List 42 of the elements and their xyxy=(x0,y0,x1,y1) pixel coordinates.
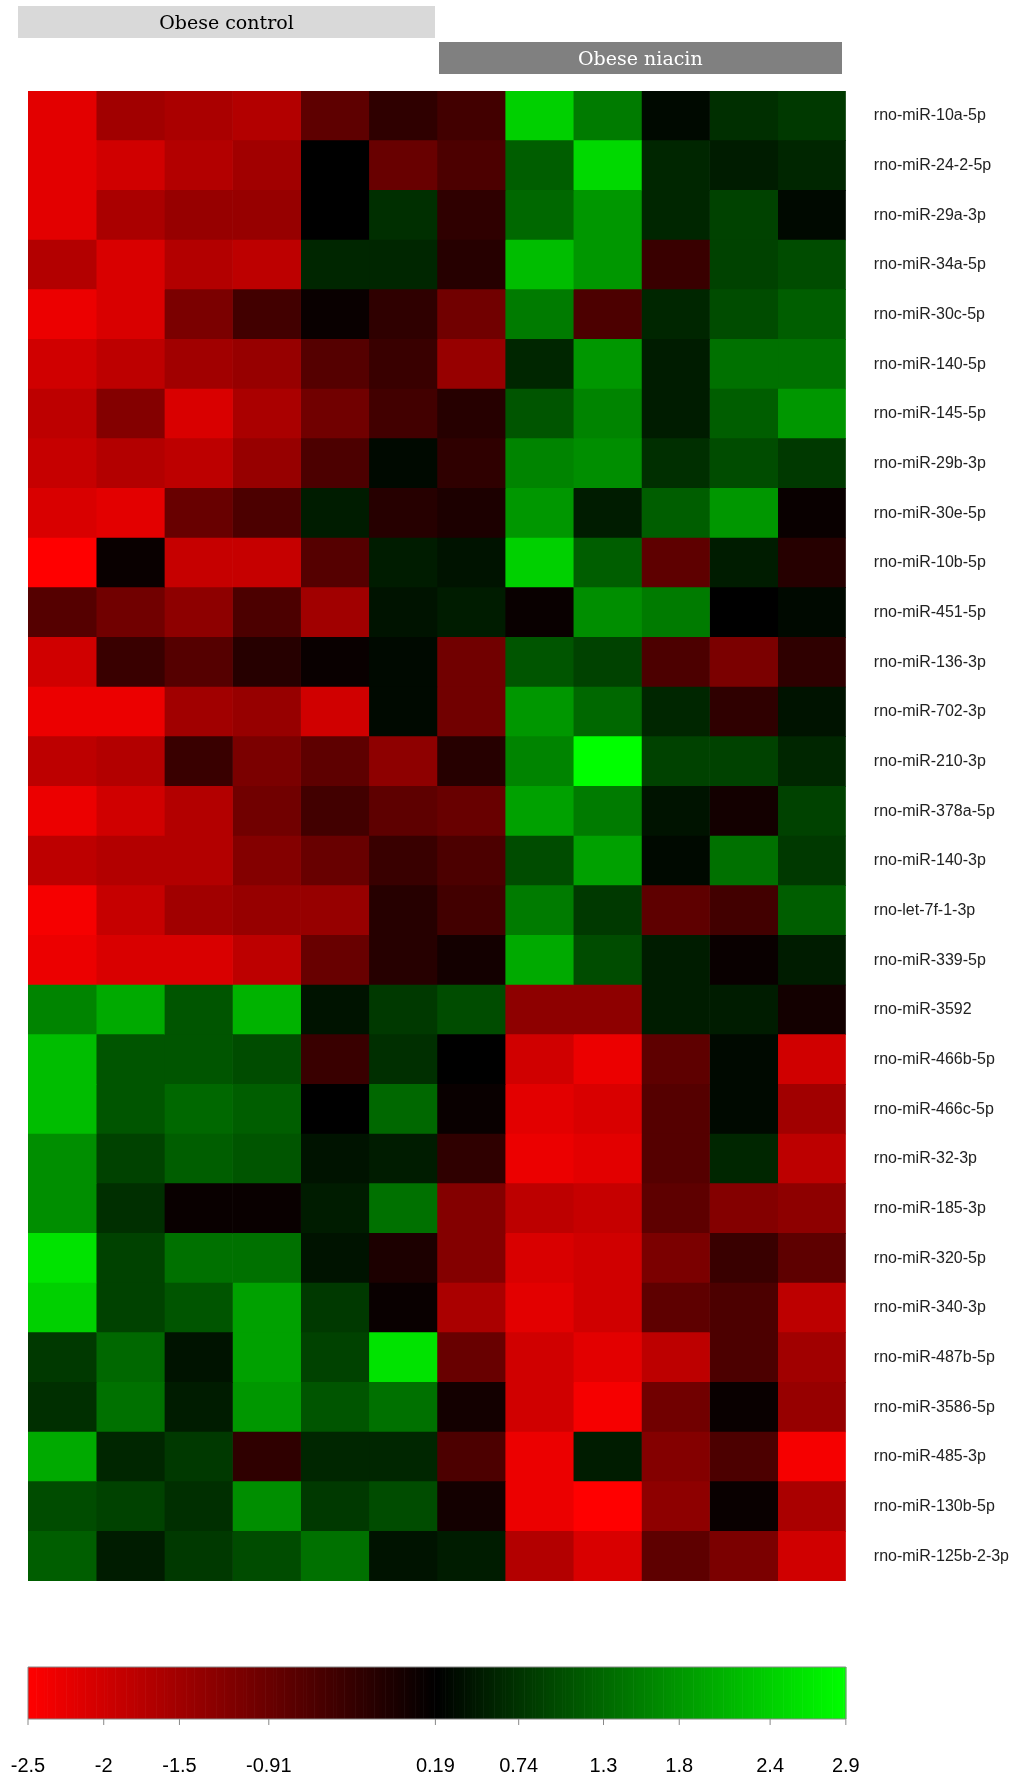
y-tick-label: rno-miR-24-2-5p xyxy=(873,155,992,173)
color-bar-label: 0.19 xyxy=(415,1753,455,1776)
y-tick-label: rno-miR-145-5p xyxy=(873,404,986,422)
y-tick-label: rno-miR-320-5p xyxy=(873,1248,986,1266)
y-tick-label: rno-miR-136-3p xyxy=(873,652,986,670)
y-tick-label: rno-miR-140-3p xyxy=(873,851,986,869)
y-tick-label: rno-miR-29a-3p xyxy=(873,205,986,223)
y-tick-label: rno-miR-485-3p xyxy=(873,1447,986,1465)
y-tick-label: rno-miR-30c-5p xyxy=(873,304,986,322)
y-tick-label: rno-miR-340-3p xyxy=(873,1298,986,1316)
y-tick-label: rno-miR-3586-5p xyxy=(873,1397,995,1415)
y-tick-label: rno-miR-10b-5p xyxy=(873,553,986,571)
y-tick-label: rno-miR-451-5p xyxy=(873,602,986,620)
color-bar-label: -2 xyxy=(94,1753,113,1776)
y-tick-label: rno-miR-466b-5p xyxy=(873,1049,995,1067)
color-bar-label: 2.4 xyxy=(756,1753,785,1776)
color-bar-label: -1.5 xyxy=(162,1753,197,1776)
y-tick-label: rno-miR-29b-3p xyxy=(873,453,986,471)
y-tick-label: rno-miR-10a-5p xyxy=(873,106,986,124)
y-tick-label: rno-miR-339-5p xyxy=(873,950,986,968)
color-bar-label: 1.8 xyxy=(665,1753,694,1776)
y-tick-label: rno-miR-30e-5p xyxy=(873,503,986,521)
y-tick-label: rno-miR-34a-5p xyxy=(873,255,986,273)
color-bar-label: 2.9 xyxy=(831,1753,860,1776)
y-tick-label: rno-miR-125b-2-3p xyxy=(873,1546,1010,1564)
color-bar-label: -2.5 xyxy=(10,1753,46,1776)
y-tick-label: rno-miR-378a-5p xyxy=(873,801,995,819)
y-tick-label: rno-miR-185-3p xyxy=(873,1198,986,1216)
color-bar-label: 1.3 xyxy=(589,1753,618,1776)
color-bar-label: 0.74 xyxy=(499,1753,539,1776)
y-tick-label: rno-miR-466c-5p xyxy=(873,1099,994,1117)
y-tick-label: rno-miR-130b-5p xyxy=(873,1496,995,1514)
color-bar-label: -0.91 xyxy=(246,1753,292,1776)
text: Obese control xyxy=(18,6,435,38)
text: Obese niacin xyxy=(438,42,842,74)
y-tick-label: rno-miR-487b-5p xyxy=(873,1347,995,1365)
y-tick-label: rno-miR-702-3p xyxy=(873,702,986,720)
y-tick-label: rno-miR-32-3p xyxy=(873,1149,978,1167)
y-tick-label: rno-miR-140-5p xyxy=(873,354,986,372)
y-tick-label: rno-miR-3592 xyxy=(873,1000,972,1018)
y-tick-label: rno-let-7f-1-3p xyxy=(873,900,976,918)
y-tick-label: rno-miR-210-3p xyxy=(873,751,986,769)
